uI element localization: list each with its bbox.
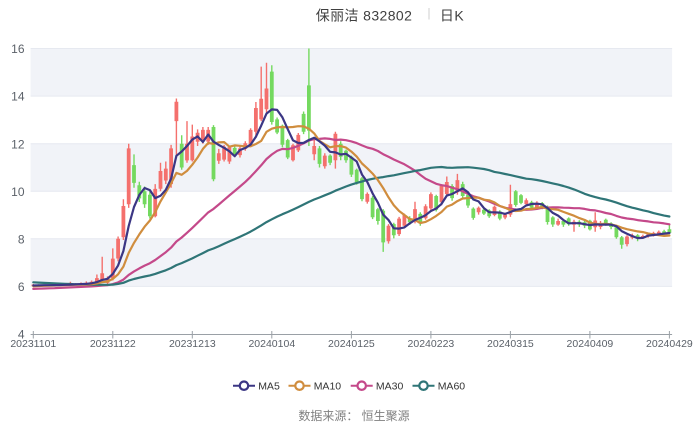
svg-text:数据来源： 恒生聚源: 数据来源： 恒生聚源 xyxy=(298,408,409,423)
svg-text:20231122: 20231122 xyxy=(90,338,136,350)
svg-text:10: 10 xyxy=(11,185,25,199)
svg-text:16: 16 xyxy=(11,42,25,56)
svg-text:14: 14 xyxy=(11,90,25,104)
svg-text:20240104: 20240104 xyxy=(248,338,295,350)
svg-text:20231101: 20231101 xyxy=(10,338,56,350)
svg-text:20240315: 20240315 xyxy=(487,338,534,350)
svg-text:MA10: MA10 xyxy=(314,381,342,393)
svg-text:6: 6 xyxy=(18,280,25,294)
svg-text:8: 8 xyxy=(18,232,25,246)
svg-text:20231213: 20231213 xyxy=(169,338,216,350)
svg-text:保丽洁 832802: 保丽洁 832802 xyxy=(316,8,413,24)
svg-text:20240409: 20240409 xyxy=(567,338,614,350)
svg-text:MA30: MA30 xyxy=(376,381,404,393)
svg-text:4: 4 xyxy=(18,328,25,342)
svg-text:日K: 日K xyxy=(440,8,464,24)
svg-text:20240125: 20240125 xyxy=(328,338,375,350)
svg-text:MA5: MA5 xyxy=(258,381,280,393)
svg-text:MA60: MA60 xyxy=(438,381,466,393)
svg-text:20240223: 20240223 xyxy=(408,338,455,350)
svg-text:12: 12 xyxy=(11,137,25,151)
svg-text:20240429: 20240429 xyxy=(646,338,693,350)
